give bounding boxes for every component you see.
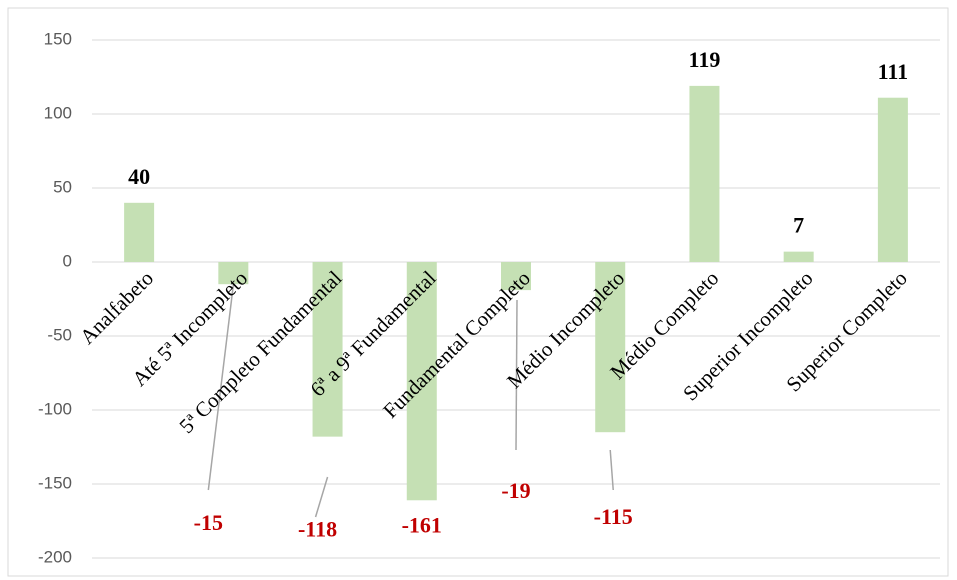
y-tick-label: -200 bbox=[38, 547, 72, 566]
y-tick-label: -150 bbox=[38, 473, 72, 492]
y-tick-label: 100 bbox=[44, 103, 72, 122]
bar bbox=[689, 85, 720, 262]
bar bbox=[406, 262, 437, 501]
leader-line bbox=[609, 449, 614, 491]
bar bbox=[783, 251, 814, 262]
data-label: -15 bbox=[194, 510, 223, 535]
bar bbox=[595, 262, 626, 433]
data-label: -115 bbox=[594, 504, 633, 529]
data-label: 40 bbox=[128, 164, 150, 189]
y-tick-label: -50 bbox=[47, 325, 72, 344]
data-label: -118 bbox=[298, 517, 337, 542]
y-tick-label: 0 bbox=[63, 251, 72, 270]
leader-line bbox=[207, 284, 235, 491]
y-tick-label: 150 bbox=[44, 29, 72, 48]
bar bbox=[218, 262, 249, 285]
bar bbox=[124, 202, 155, 262]
data-label: -19 bbox=[501, 478, 530, 503]
bar bbox=[501, 262, 531, 291]
data-label: -161 bbox=[402, 512, 442, 537]
y-tick-label: 50 bbox=[53, 177, 72, 196]
data-label: 7 bbox=[793, 213, 804, 238]
leader-line bbox=[314, 476, 329, 518]
data-label: 111 bbox=[878, 59, 909, 84]
bar bbox=[312, 262, 343, 437]
chart-border bbox=[7, 7, 949, 577]
bar bbox=[877, 97, 908, 262]
data-label: 119 bbox=[689, 47, 721, 72]
leader-line bbox=[515, 299, 518, 451]
y-tick-label: -100 bbox=[38, 399, 72, 418]
